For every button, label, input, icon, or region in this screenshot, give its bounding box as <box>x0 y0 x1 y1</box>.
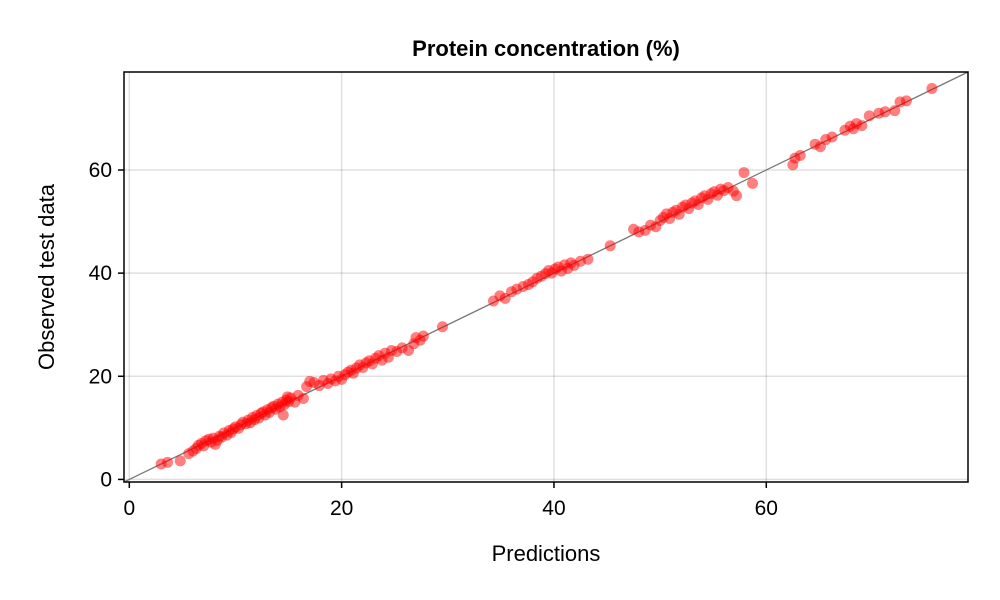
data-point-0-109 <box>604 240 616 252</box>
y-tick-label-3: 60 <box>89 159 112 182</box>
data-point-0-155 <box>879 106 891 118</box>
y-tick-label-1: 20 <box>89 365 112 388</box>
data-point-0-140 <box>746 177 758 189</box>
data-point-0-52 <box>297 392 309 404</box>
x-tick-label-3: 60 <box>755 497 778 520</box>
x-tick-label-2: 40 <box>542 497 565 520</box>
data-point-0-1 <box>162 456 174 468</box>
data-point-0-158 <box>900 95 912 107</box>
plot-frame <box>123 71 969 483</box>
x-axis-label: Predictions <box>492 541 601 566</box>
data-point-0-153 <box>863 110 875 122</box>
data-point-0-44 <box>277 409 289 421</box>
x-tick-label-0: 0 <box>123 497 135 520</box>
x-tick-label-1: 20 <box>330 497 353 520</box>
data-point-0-86 <box>436 321 448 333</box>
y-tick-label-2: 40 <box>89 262 112 285</box>
data-point-0-147 <box>826 131 838 143</box>
data-point-0-108 <box>582 253 594 265</box>
axis-ticks: 0 20 40 60 0 20 40 60 <box>89 159 778 520</box>
data-point-0-85 <box>417 330 429 342</box>
y-tick-label-0: 0 <box>100 468 112 491</box>
data-point-0-138 <box>731 190 743 202</box>
data-point-0-2 <box>174 455 186 467</box>
data-point-0-139 <box>738 167 750 179</box>
data-point-0-156 <box>889 105 901 117</box>
data-point-0-143 <box>794 150 806 162</box>
data-point-0-152 <box>856 120 868 132</box>
y-axis-label: Observed test data <box>34 183 59 370</box>
data-points <box>155 83 938 470</box>
chart-title: Protein concentration (%) <box>412 36 680 61</box>
data-point-0-159 <box>926 83 938 95</box>
